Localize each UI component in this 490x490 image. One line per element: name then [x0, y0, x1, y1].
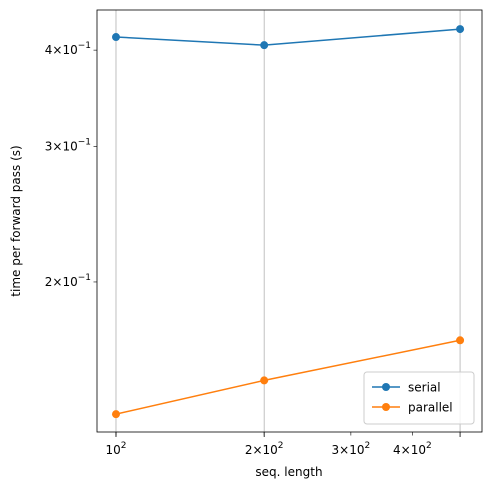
tick-label-exponent: 2	[121, 441, 127, 451]
tick-label-base: 10	[105, 443, 120, 457]
tick-label: 3×102	[332, 441, 371, 457]
tick-label-base: 2×10	[45, 275, 78, 289]
tick-label: 3×10−1	[45, 137, 91, 153]
x-axis-label: seq. length	[255, 465, 322, 479]
tick-label-exponent: −1	[78, 137, 91, 147]
tick-label: 2×10−1	[45, 273, 91, 289]
legend-label: serial	[408, 381, 441, 395]
tick-label: 102	[105, 441, 126, 457]
tick-label-base: 3×10	[45, 139, 78, 153]
y-axis-label: time per forward pass (s)	[9, 145, 23, 296]
tick-label-exponent: 2	[364, 441, 370, 451]
tick-label-base: 2×10	[245, 443, 278, 457]
point	[111, 410, 120, 419]
tick-label: 4×102	[393, 441, 432, 457]
series-line	[115, 28, 461, 46]
point	[456, 25, 465, 34]
tick-label-base: 4×10	[393, 443, 426, 457]
point	[111, 33, 120, 42]
tick-label-base: 3×10	[332, 443, 365, 457]
point	[260, 376, 269, 385]
tick-label: 4×10−1	[45, 41, 91, 57]
plot-frame	[96, 9, 483, 433]
point	[456, 336, 465, 345]
legend-marker	[382, 403, 390, 411]
tick-label-exponent: −1	[78, 41, 91, 51]
legend-box	[363, 371, 475, 425]
tick-label: 2×102	[245, 441, 284, 457]
point	[260, 41, 269, 50]
legend-label: parallel	[408, 401, 453, 415]
legend-marker	[382, 383, 390, 391]
tick-label-base: 4×10	[45, 43, 78, 57]
tick-label-exponent: 2	[426, 441, 432, 451]
tick-label-exponent: 2	[278, 441, 284, 451]
tick-label-exponent: −1	[78, 273, 91, 283]
